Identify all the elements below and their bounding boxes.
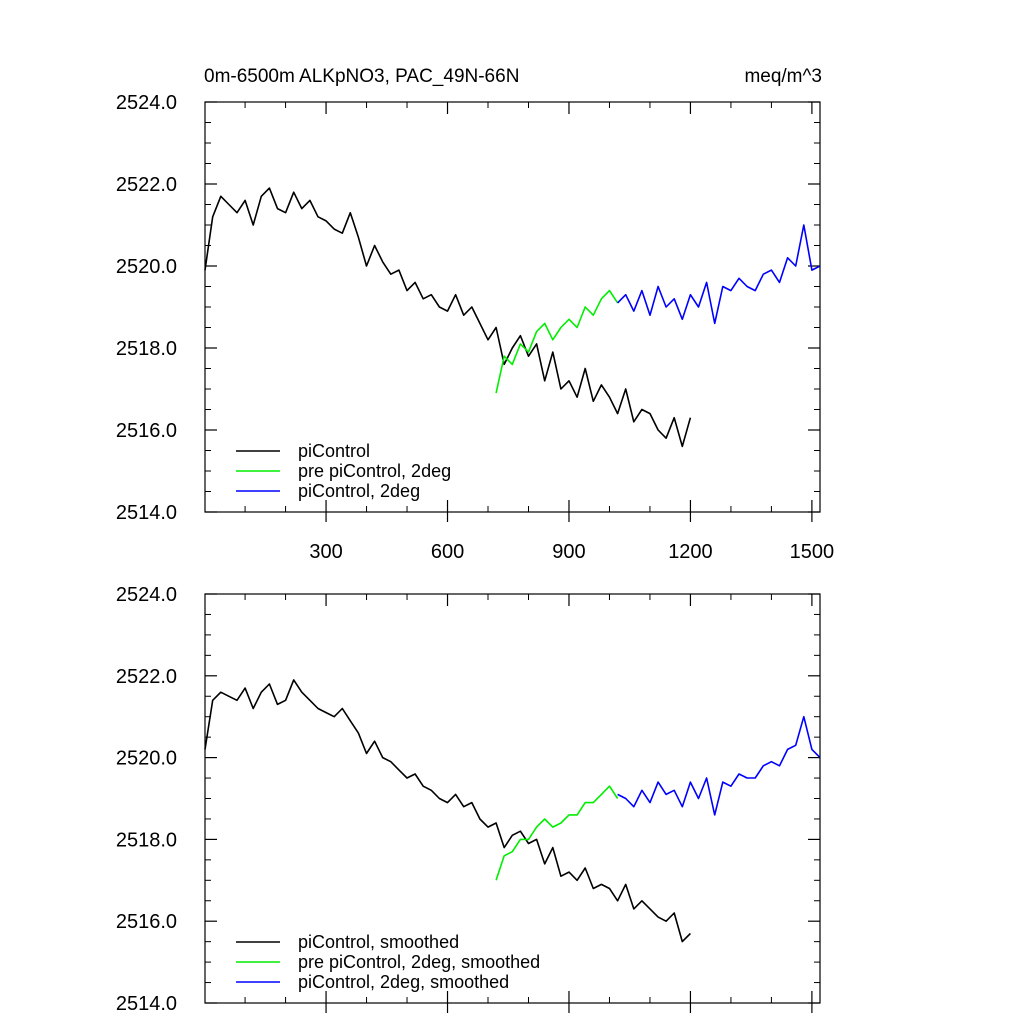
x-tick-label: 1500 bbox=[790, 541, 835, 563]
bottom-panel: 2514.0 2516.0 2518.0 2520.0 2522.0 2524.0 piC… bbox=[116, 584, 821, 1015]
legend-label-picontrol-smoothed: piControl, smoothed bbox=[298, 932, 459, 952]
series-line-picontrol bbox=[204, 187, 692, 448]
axes-ticks: 2514.0 2516.0 2518.0 2520.0 2522.0 2524.0 300 6… bbox=[116, 92, 834, 563]
y-tick-label: 2522.0 bbox=[116, 666, 177, 688]
series-line-picontrol-smoothed bbox=[204, 679, 691, 943]
y-tick-label: 2522.0 bbox=[116, 174, 177, 196]
y-tick-label: 2516.0 bbox=[116, 911, 177, 933]
y-tick-label: 2518.0 bbox=[116, 338, 177, 360]
plot-frame bbox=[204, 593, 821, 1004]
x-tick-label: 1200 bbox=[668, 541, 713, 563]
series-group bbox=[204, 679, 821, 943]
series-line-picontrol-2deg bbox=[617, 224, 821, 325]
legend-label-pre-picontrol-smoothed: pre piControl, 2deg, smoothed bbox=[298, 952, 540, 972]
legend-label-pre-picontrol: pre piControl, 2deg bbox=[298, 461, 451, 481]
y-tick-label: 2520.0 bbox=[116, 748, 177, 770]
x-tick-label: 300 bbox=[309, 541, 342, 563]
legend: piControl pre piControl, 2deg piControl,… bbox=[236, 441, 451, 501]
y-tick-label: 2514.0 bbox=[116, 502, 177, 524]
units-label: meq/m^3 bbox=[744, 66, 822, 87]
series-group bbox=[204, 187, 821, 448]
x-tick-label: 600 bbox=[431, 541, 464, 563]
legend: piControl, smoothed pre piControl, 2deg,… bbox=[236, 932, 540, 992]
series-line-pre-picontrol-2deg-smoothed bbox=[495, 785, 619, 881]
series-line-pre-picontrol-2deg bbox=[495, 289, 619, 394]
axes-ticks: 2514.0 2516.0 2518.0 2520.0 2522.0 2524.0 bbox=[116, 584, 820, 1015]
legend-label-picontrol-2deg: piControl, 2deg bbox=[298, 481, 420, 501]
plot-frame bbox=[204, 101, 821, 513]
top-panel: 0m-6500m ALKpNO3, PAC_49N-66N meq/m^3 25… bbox=[116, 66, 834, 563]
y-tick-label: 2514.0 bbox=[116, 993, 177, 1015]
y-tick-label: 2524.0 bbox=[116, 584, 177, 606]
legend-label-picontrol: piControl bbox=[298, 441, 370, 461]
chart-title: 0m-6500m ALKpNO3, PAC_49N-66N bbox=[204, 66, 519, 87]
x-tick-label: 900 bbox=[552, 541, 585, 563]
y-tick-label: 2520.0 bbox=[116, 256, 177, 278]
legend-label-picontrol-2deg-smoothed: piControl, 2deg, smoothed bbox=[298, 972, 509, 992]
y-tick-label: 2516.0 bbox=[116, 420, 177, 442]
series-line-picontrol-2deg-smoothed bbox=[617, 715, 821, 816]
y-tick-label: 2524.0 bbox=[116, 92, 177, 114]
y-tick-label: 2518.0 bbox=[116, 829, 177, 851]
